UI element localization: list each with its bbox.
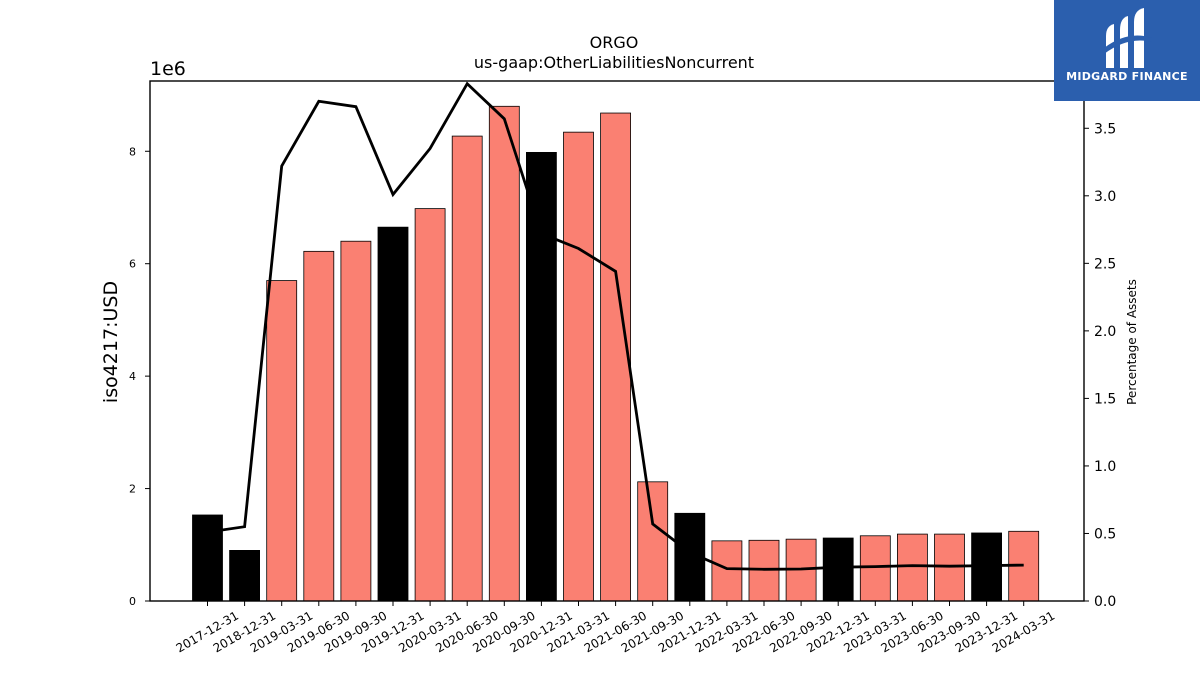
bar: [711, 540, 743, 602]
bar: [414, 208, 446, 602]
y2-tick-label: 1.5: [1094, 391, 1116, 407]
y2-tick-label: 2.5: [1094, 256, 1116, 272]
bar: [266, 280, 298, 602]
y2-axis-label: Percentage of Assets: [1125, 279, 1139, 405]
y2-tick-label: 3.0: [1094, 189, 1116, 205]
y2-ticks: 0.0 0.5 1.0 1.5 2.0 2.5 3.0 3.5: [1084, 121, 1116, 610]
bar: [563, 131, 594, 602]
bar: [303, 250, 335, 602]
y2-tick-label: 0.0: [1094, 594, 1116, 610]
x-ticks: 2017-12-312018-12-312019-03-312019-06-30…: [174, 601, 1057, 655]
bar: [377, 226, 409, 602]
bar: [526, 151, 557, 602]
y2-tick-label: 2.0: [1094, 324, 1116, 340]
y2-tick-label: 1.0: [1094, 459, 1116, 475]
bar: [859, 535, 891, 602]
plot-frame: [149, 80, 1085, 602]
y2-tick-label: 3.5: [1094, 121, 1116, 137]
percentage-line: [207, 81, 1024, 571]
bar: [897, 533, 928, 602]
bar: [637, 481, 669, 602]
y-tick-label: 6: [129, 258, 136, 271]
y-tick-label: 4: [129, 370, 136, 383]
bar: [822, 537, 854, 602]
brand-logo: MIDGARD FINANCE: [1054, 0, 1200, 101]
y-ticks: 0 2 4 6 8: [129, 145, 150, 608]
bar: [192, 514, 223, 602]
bar: [229, 550, 261, 602]
bars-group: [192, 105, 1040, 602]
y-tick-label: 0: [129, 595, 136, 608]
y-axis-label: iso4217:USD: [100, 281, 122, 403]
line-group: [207, 81, 1024, 571]
chart-subtitle: us-gaap:OtherLiabilitiesNoncurrent: [474, 53, 754, 72]
bar: [340, 240, 372, 602]
brand-name: MIDGARD FINANCE: [1066, 70, 1188, 83]
y-offset-label: 1e6: [150, 58, 186, 80]
bar: [600, 112, 631, 602]
y2-tick-label: 0.5: [1094, 526, 1116, 542]
y-tick-label: 2: [129, 483, 136, 496]
bar: [488, 105, 520, 602]
midgard-logo-icon: [1104, 8, 1152, 68]
chart-title: ORGO: [590, 33, 639, 52]
y-tick-label: 8: [129, 145, 136, 158]
bar: [451, 135, 483, 602]
